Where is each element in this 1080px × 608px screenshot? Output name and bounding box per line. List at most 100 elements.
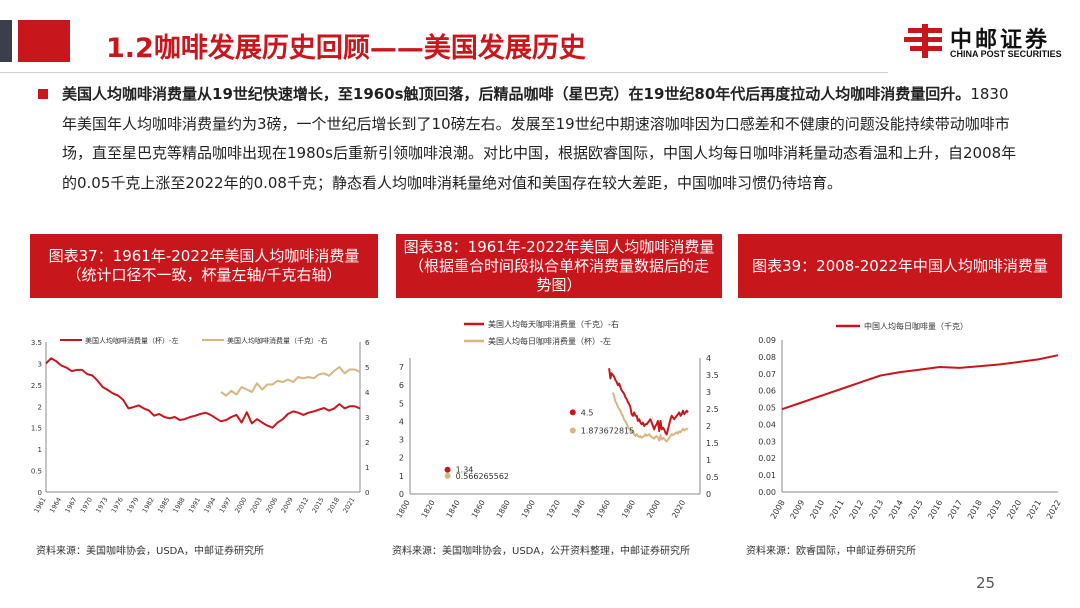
chart38-x-tick: 1900 [520, 498, 537, 519]
chart37-left-tick: 1.5 [31, 425, 42, 433]
chart39-x-tick: 2018 [966, 499, 984, 521]
chart37-legend-label-0: 美国人均咖啡消费量（杯）-左 [85, 336, 179, 345]
chart38-series-kg [608, 368, 689, 436]
chart38-left-tick: 5 [399, 399, 404, 408]
chart38-legend-label-1: 美国人均每日咖啡消费量（杯）-左 [488, 336, 611, 346]
caption-chart-38: 图表38：1961年-2022年美国人均咖啡消费量（根据重合时间段拟合单杯消费量… [396, 234, 722, 298]
chart37-x-tick: 1961 [33, 496, 48, 514]
chart39-y-tick: 0.03 [758, 437, 776, 446]
chart37-left-tick: 3.5 [31, 339, 42, 347]
chart38-x-tick: 1840 [444, 498, 461, 519]
chart37-x-tick: 2000 [233, 496, 248, 514]
source-chart-39: 资料来源：欧睿国际，中邮证券研究所 [746, 546, 916, 557]
logo-text: 中邮证券 [950, 28, 1051, 53]
chart38-annotation-point-2 [569, 409, 576, 416]
chart38-right-tick: 3 [706, 388, 711, 397]
source-chart-37: 资料来源：美国咖啡协会，USDA，中邮证券研究所 [36, 546, 265, 557]
chart38-right-tick: 1.5 [706, 439, 719, 448]
chart37-right-tick: 2 [365, 439, 369, 447]
title-divider [0, 72, 888, 73]
chart37-x-tick: 1979 [125, 496, 140, 514]
chart39-x-tick: 2020 [1005, 499, 1023, 521]
chart37-x-tick: 1985 [156, 496, 171, 514]
chart37-x-tick: 1973 [94, 496, 109, 514]
body-bold-lead: 美国人均咖啡消费量从19世纪快速增长，至1960s触顶回落，后精品咖啡（星巴克）… [62, 85, 971, 103]
chart38-right-tick: 4 [706, 354, 711, 363]
chart38-right-tick: 1 [706, 456, 711, 465]
chart38-x-tick: 1980 [620, 498, 637, 519]
chart38-left-tick: 0 [399, 490, 404, 499]
chart38-x-tick: 1920 [545, 498, 562, 519]
chart38-left-tick: 7 [399, 363, 404, 372]
chart37-x-tick: 1967 [63, 496, 78, 514]
chart38-x-tick: 2020 [670, 498, 687, 519]
chart39-y-tick: 0.08 [758, 353, 776, 362]
chart37-x-tick: 1988 [172, 496, 187, 514]
chart38-right-tick: 0 [706, 490, 711, 499]
chart39-x-tick: 2016 [926, 499, 944, 521]
chart39-y-tick: 0.06 [758, 387, 776, 396]
chart37-right-tick: 0 [365, 489, 369, 497]
chart39-x-tick: 2013 [867, 499, 885, 521]
chart37-right-tick: 6 [365, 339, 370, 347]
chart37-series-cups [45, 357, 361, 429]
chart39-x-tick: 2021 [1025, 499, 1043, 521]
chart38-annotation-label-0: 1.34 [456, 466, 474, 475]
chart37-right-tick: 3 [365, 414, 369, 422]
chart39-x-tick: 2011 [828, 499, 846, 521]
body-text: 1830年美国年人均咖啡消费量约为3磅，一个世纪后增长到了10磅左右。发展至19… [62, 85, 1017, 192]
chart38-x-tick: 1940 [570, 498, 587, 519]
chart37-left-tick: 0 [38, 489, 42, 497]
chart38-left-tick: 6 [399, 381, 404, 390]
chart38-series-cups [611, 392, 689, 443]
chart38-right-tick: 3.5 [706, 371, 719, 380]
chart38-left-tick: 4 [399, 417, 404, 426]
caption-chart-39: 图表39：2008-2022年中国人均咖啡消费量 [738, 234, 1062, 298]
chart37-left-tick: 2.5 [31, 382, 42, 390]
caption-chart-37: 图表37：1961年-2022年美国人均咖啡消费量（统计口径不一致，杯量左轴/千… [30, 234, 378, 298]
chart37-left-tick: 3 [38, 360, 42, 368]
chart38-x-tick: 1800 [394, 498, 411, 519]
chart38-x-tick: 1820 [419, 498, 436, 519]
chart37-left-tick: 0.5 [31, 468, 42, 476]
chart37-series-kg [220, 366, 361, 397]
chart37-left-tick: 2 [38, 403, 42, 411]
chart39-y-tick: 0.05 [758, 404, 776, 413]
body-paragraph: 美国人均咖啡消费量从19世纪快速增长，至1960s触顶回落，后精品咖啡（星巴克）… [62, 80, 1022, 198]
chart38-x-tick: 1880 [495, 498, 512, 519]
chart37-x-tick: 2018 [326, 496, 341, 514]
chart39-y-tick: 0.01 [758, 471, 776, 480]
chart37-x-tick: 2021 [341, 496, 356, 514]
chart37-x-tick: 2003 [249, 496, 264, 514]
chart37-left-tick: 1 [38, 446, 42, 454]
chart39-y-tick: 0.02 [758, 454, 776, 463]
chart37-x-tick: 1976 [110, 496, 125, 514]
chart38-right-tick: 2.5 [706, 405, 719, 414]
chart37-right-tick: 5 [365, 364, 369, 372]
chart38-x-tick: 1960 [595, 498, 612, 519]
chart-39-china-consumption: 0.00 0.01 0.02 0.03 0.04 0.05 0.06 0.07 0.08 0.09… [758, 321, 1063, 521]
chart38-annotation-point-3 [569, 427, 576, 434]
source-chart-38: 资料来源：美国咖啡协会，USDA，公开资料整理，中邮证券研究所 [392, 546, 691, 557]
chart37-x-tick: 2012 [295, 496, 310, 514]
chart38-left-tick: 1 [399, 472, 404, 481]
chart39-y-tick: 0.00 [758, 488, 776, 497]
chart39-x-tick: 2019 [986, 499, 1004, 521]
chart39-y-tick: 0.04 [758, 420, 776, 429]
title-accent-red [18, 20, 70, 62]
chart38-left-tick: 3 [399, 436, 404, 445]
page-title: 1.2咖啡发展历史回顾——美国发展历史 [106, 33, 586, 64]
chart37-right-tick: 1 [365, 464, 369, 472]
logo-subtitle: CHINA POST SECURITIES [950, 49, 1062, 59]
china-post-logo-icon [904, 24, 942, 58]
chart37-x-tick: 1964 [48, 496, 63, 514]
chart39-series-china [781, 354, 1059, 411]
chart38-right-tick: 0.5 [706, 473, 719, 482]
chart38-x-tick: 1860 [470, 498, 487, 519]
chart39-y-tick: 0.09 [758, 336, 776, 345]
page-number: 25 [976, 574, 996, 592]
chart38-left-tick: 2 [399, 454, 404, 463]
chart38-right-tick: 2 [706, 422, 711, 431]
chart38-annotation-label-1: 0.566265562 [456, 472, 509, 481]
